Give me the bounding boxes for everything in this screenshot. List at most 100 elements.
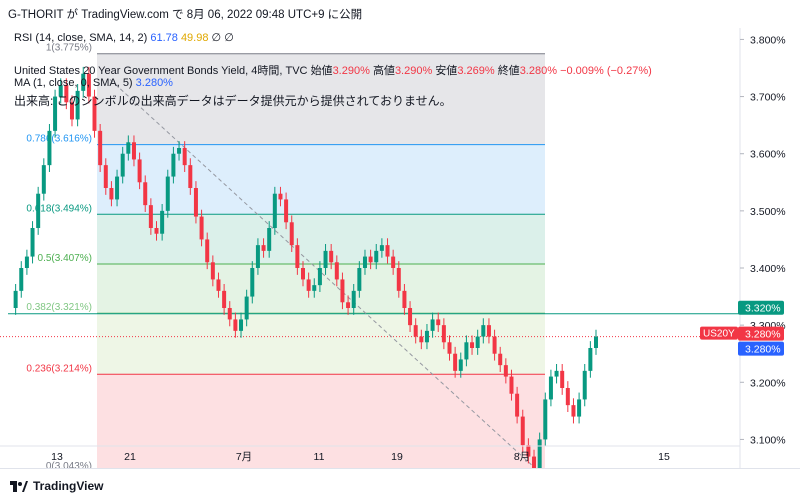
candle-body (278, 193, 283, 200)
rsi-legend[interactable]: RSI (14, close, SMA, 14, 2) 61.78 49.98 … (14, 31, 234, 44)
candle-body (239, 319, 244, 331)
rsi-ma-value: 49.98 (180, 32, 209, 44)
price-tick-label: 3.400% (750, 263, 786, 275)
open-label: 始値 (310, 65, 333, 77)
candle-body (182, 148, 187, 166)
candle-body (340, 279, 345, 303)
candle-body (391, 256, 396, 268)
ma-label: MA (1, close, 0, SMA, 5) (14, 77, 133, 89)
price-tick-label: 3.800% (750, 34, 786, 46)
candle-body (464, 342, 469, 360)
chart-pane[interactable]: 1(3.775%) 0.786(3.616%) 0.618(3.494%) 0.5(3… (0, 28, 800, 468)
rsi-value: 61.78 (150, 32, 178, 44)
candle-body (120, 153, 125, 177)
candle-body (571, 405, 576, 417)
candle-body (75, 90, 80, 120)
candle-body (379, 245, 384, 251)
candle-body (154, 228, 159, 234)
fib-level-label: 0(3.043%) (46, 461, 92, 468)
fib-zone (97, 214, 545, 264)
symbol-tag: US20Y (703, 329, 735, 340)
candle-body (565, 388, 570, 406)
candle-body (582, 370, 587, 400)
rsi-upper-band: ∅ (211, 32, 222, 44)
candle-body (19, 268, 24, 291)
candle-body (289, 222, 294, 246)
fib-level-label: 0.5(3.407%) (38, 253, 92, 264)
open-value: 3.290% (332, 65, 370, 77)
rsi-value-badge-bg (738, 300, 784, 315)
rsi-lower-band: ∅ (224, 32, 234, 44)
candle-body (250, 268, 255, 297)
candle-body (396, 268, 401, 291)
candle-body (526, 445, 531, 457)
candle-body (295, 245, 300, 268)
candle-body (430, 319, 435, 331)
candle-body (301, 268, 305, 280)
ma-value-badge-bg (738, 341, 784, 356)
candle-body (126, 142, 131, 154)
candle-body (436, 319, 441, 326)
candle-body (210, 262, 215, 280)
candle-body (272, 193, 277, 228)
candle-body (267, 228, 272, 251)
candle-body (492, 336, 497, 354)
candle-body (374, 250, 379, 263)
low-label: 安値 (435, 65, 458, 77)
candle-body (441, 325, 446, 343)
fib-level-label: 1(3.775%) (46, 43, 92, 54)
candle-body (115, 176, 120, 200)
time-tick-label: 13 (51, 451, 63, 463)
candle-body (24, 256, 29, 268)
ma-legend[interactable]: MA (1, close, 0, SMA, 5) 3.280% (14, 77, 173, 89)
candle-body (165, 176, 170, 211)
candle-body (98, 130, 103, 166)
candle-body (548, 376, 553, 400)
ma-value-badge: 3.280% (745, 344, 781, 356)
candle-body (312, 285, 317, 291)
candle-body (64, 85, 69, 103)
high-value: 3.290% (394, 65, 433, 77)
candle-body (227, 308, 232, 320)
candle-body (188, 165, 193, 188)
candle-body (486, 325, 491, 337)
candle-body (233, 319, 238, 331)
candle-body (47, 130, 52, 166)
symbol-name: United States 20 Year Government Bonds Y… (14, 65, 308, 77)
symbol-legend[interactable]: United States 20 Year Government Bonds Y… (14, 62, 652, 78)
candle-body (193, 188, 198, 217)
candle-body (481, 325, 486, 337)
fib-zone (97, 374, 545, 468)
candle-body (160, 210, 165, 234)
candle-body (346, 302, 351, 308)
close-label: 終値 (497, 65, 520, 77)
time-tick-label: 21 (124, 451, 136, 463)
candle-body (137, 159, 142, 183)
trend-line (109, 79, 536, 468)
time-tick-label: 7月 (236, 451, 252, 463)
candle-body (109, 188, 114, 200)
tradingview-logo[interactable]: TradingView (10, 479, 103, 493)
fib-level-label: 0.236(3.214%) (26, 363, 92, 374)
ma-value: 3.280% (135, 77, 173, 89)
candle-body (323, 250, 328, 268)
price-tick-label: 3.100% (750, 434, 786, 446)
time-tick-label: 19 (391, 451, 403, 463)
candle-body (148, 205, 153, 228)
fib-zone (97, 53, 545, 145)
rsi-label: RSI (14, close, SMA, 14, 2) (14, 32, 148, 44)
last-price-badge: 3.280% (745, 329, 781, 341)
price-tick-label: 3.500% (750, 206, 786, 218)
candle-body (58, 85, 63, 97)
price-chart[interactable]: 1(3.775%) 0.786(3.616%) 0.618(3.494%) 0.5(3… (0, 28, 800, 468)
candle-body (537, 439, 542, 468)
fib-level-label: 0.786(3.616%) (26, 134, 92, 145)
last-price-badge-bg (738, 326, 784, 341)
publish-header: G-THORIT が TradingView.com で 8月 06, 2022… (8, 9, 363, 21)
low-value: 3.269% (457, 65, 495, 77)
candle-body (317, 268, 322, 286)
candle-body (509, 376, 514, 394)
candle-body (594, 336, 598, 348)
volume-legend: 出来高: このシンボルの出来高データはデータ提供元から提供されておりません。 (14, 94, 452, 108)
candle-body (255, 245, 260, 268)
